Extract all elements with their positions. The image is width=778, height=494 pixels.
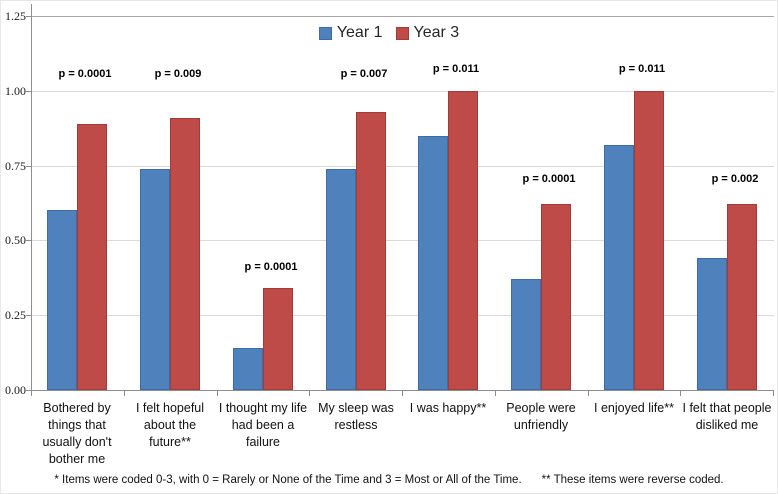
y-tick-label: 0.25 [5, 308, 26, 322]
year3-swatch-icon [395, 26, 409, 40]
gridline-1.00 [32, 91, 774, 92]
legend: Year 1 Year 3 [1, 24, 777, 42]
category-label-line: restless [334, 418, 378, 432]
category-label-group7: I enjoyed life** [576, 400, 692, 417]
bar-year1-group6 [511, 279, 541, 390]
gridline-1.25 [32, 16, 774, 17]
y-axis-tick [26, 390, 31, 391]
category-label-line: I enjoyed life** [594, 401, 674, 415]
category-label-line: I thought my life [218, 401, 308, 415]
category-label-group2: I felt hopeful about the future** [112, 400, 228, 451]
gridline-0.75 [32, 166, 774, 167]
y-axis-tick [26, 91, 31, 92]
p-value-label-group6: p = 0.0001 [522, 173, 576, 185]
bar-year1-group7 [604, 145, 634, 390]
category-label-line: I felt hopeful [135, 401, 205, 415]
y-axis-tick [26, 166, 31, 167]
category-label-group5: I was happy** [390, 400, 506, 417]
bar-year1-group8 [697, 258, 727, 390]
category-label-group4: My sleep was restless [298, 400, 414, 434]
category-label-line: things that [48, 418, 106, 432]
footnote-coding-note: * Items were coded 0-3, with 0 = Rarely … [54, 474, 522, 486]
bar-year3-group8 [727, 204, 757, 390]
bar-year1-group5 [418, 136, 448, 390]
legend-item-year3: Year 3 [395, 24, 460, 42]
y-tick-label: 1.00 [5, 84, 26, 98]
category-label-line: People were [506, 401, 576, 415]
x-axis-tick [309, 391, 310, 396]
legend-label-year1: Year 1 [336, 24, 383, 41]
y-tick-label: 0.50 [5, 233, 26, 247]
category-label-line: Bothered by [43, 401, 111, 415]
category-label-line: I felt that people [682, 401, 772, 415]
category-label-line: bother me [48, 452, 106, 466]
x-axis-tick [31, 391, 32, 396]
bar-year3-group3 [263, 288, 293, 390]
category-label-line: future** [149, 435, 191, 449]
p-value-label-group4: p = 0.007 [340, 68, 388, 80]
legend-label-year3: Year 3 [413, 24, 460, 41]
category-label-group8: I felt that people disliked me [669, 400, 777, 434]
gridline-0.25 [32, 315, 774, 316]
category-label-line: I was happy** [409, 401, 487, 415]
bar-year1-group3 [233, 348, 263, 390]
x-axis-tick [402, 391, 403, 396]
p-value-label-group1: p = 0.0001 [58, 68, 112, 80]
bar-year1-group4 [326, 169, 356, 390]
category-label-line: My sleep was [318, 401, 394, 415]
footnote-reverse-coded-note: ** These items were reverse coded. [541, 474, 724, 486]
category-label-group1: Bothered by things that usually don't bothe… [19, 400, 135, 468]
category-label-line: usually don't [42, 435, 112, 449]
category-label-group6: People were unfriendly [483, 400, 599, 434]
bar-year3-group2 [170, 118, 200, 390]
category-label-group3: I thought my life had been a failure [205, 400, 321, 451]
y-axis-tick [26, 315, 31, 316]
y-axis-line [31, 4, 32, 391]
y-axis-tick [26, 16, 31, 17]
gridline-0.50 [32, 240, 774, 241]
bar-year3-group4 [356, 112, 386, 390]
bar-year3-group1 [77, 124, 107, 390]
footnote: * Items were coded 0-3, with 0 = Rarely … [1, 474, 777, 486]
x-axis-tick [680, 391, 681, 396]
legend-item-year1: Year 1 [318, 24, 383, 42]
y-tick-label: 0.00 [5, 383, 26, 397]
p-value-label-group7: p = 0.011 [618, 63, 666, 75]
category-label-line: about the [143, 418, 197, 432]
category-label-line: had been a [231, 418, 295, 432]
category-label-line: unfriendly [513, 418, 569, 432]
bar-year3-group6 [541, 204, 571, 390]
x-axis-tick [217, 391, 218, 396]
x-axis-tick [773, 391, 774, 396]
year1-swatch-icon [318, 26, 332, 40]
p-value-label-group2: p = 0.009 [154, 68, 202, 80]
y-tick-label: 1.25 [5, 9, 26, 23]
y-tick-label: 0.75 [5, 159, 26, 173]
y-axis-tick [26, 240, 31, 241]
x-axis-line [31, 390, 774, 391]
bar-year1-group1 [47, 210, 77, 390]
p-value-label-group5: p = 0.011 [432, 63, 480, 75]
p-value-label-group8: p = 0.002 [711, 173, 759, 185]
category-label-line: failure [245, 435, 281, 449]
bar-year3-group5 [448, 91, 478, 390]
bar-year3-group7 [634, 91, 664, 390]
p-value-label-group3: p = 0.0001 [244, 261, 298, 273]
x-axis-tick [495, 391, 496, 396]
bar-year1-group2 [140, 169, 170, 390]
x-axis-tick [124, 391, 125, 396]
category-label-line: disliked me [695, 418, 759, 432]
x-axis-tick [588, 391, 589, 396]
